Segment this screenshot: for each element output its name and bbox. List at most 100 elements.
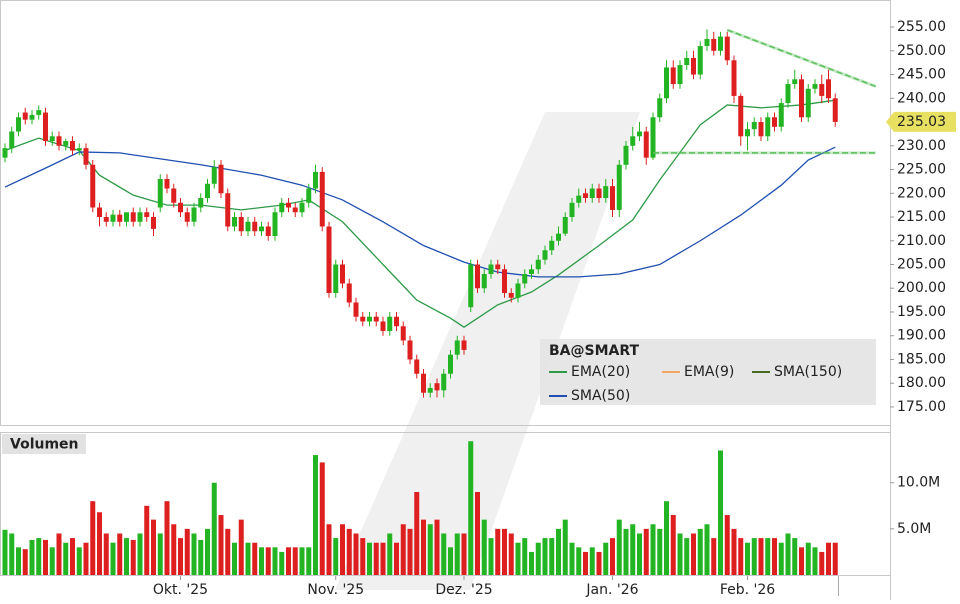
- candle-body: [697, 46, 703, 75]
- volume-bar: [515, 542, 521, 575]
- candle-body: [495, 264, 501, 270]
- candle-body: [596, 188, 602, 199]
- candle-body: [475, 264, 480, 289]
- y-tick-label: 185.00: [897, 351, 946, 367]
- candle-body: [252, 221, 258, 232]
- x-tick-label: Feb. '26: [720, 582, 775, 598]
- volume-bar: [164, 501, 170, 575]
- volume-bar: [373, 542, 379, 575]
- y-tick-label: 205.00: [897, 256, 946, 272]
- candle-body: [657, 98, 663, 118]
- x-tick-label: Okt. '25: [153, 582, 208, 598]
- volume-bar: [677, 533, 683, 575]
- candle-body: [63, 141, 69, 146]
- candle-body: [157, 179, 163, 208]
- volume-bar: [508, 533, 514, 575]
- candle-body: [56, 136, 62, 146]
- candle-body: [130, 212, 136, 222]
- candle-body: [360, 316, 366, 322]
- volume-bar: [481, 519, 487, 575]
- candle-body: [805, 88, 811, 118]
- volume-bar: [488, 538, 494, 575]
- volume-bar: [319, 462, 325, 575]
- volume-bar: [448, 547, 453, 575]
- candle-body: [684, 57, 690, 66]
- candle-body: [144, 212, 150, 218]
- last-price-label: 235.03: [897, 114, 946, 130]
- candle-body: [434, 383, 440, 391]
- legend-label: SMA(50): [571, 388, 630, 404]
- volume-bar: [225, 528, 231, 575]
- volume-bar: [670, 515, 676, 575]
- candle-body: [367, 316, 372, 322]
- volume-tick-label: 10.0M: [897, 475, 940, 491]
- y-tick-label: 255.00: [897, 19, 946, 35]
- y-tick-label: 245.00: [897, 67, 946, 83]
- volume-bar: [340, 524, 345, 575]
- candle-body: [232, 217, 237, 227]
- volume-bar: [724, 515, 730, 575]
- candle-body: [245, 221, 251, 232]
- volume-bar: [22, 549, 28, 575]
- candle-body: [29, 114, 35, 120]
- candle-body: [22, 112, 28, 120]
- volume-bar: [589, 547, 595, 575]
- x-tick-label: Dez. '25: [435, 582, 492, 598]
- volume-bar: [218, 515, 224, 575]
- candle-body: [191, 207, 197, 222]
- candle-body: [272, 212, 278, 237]
- candle-body: [535, 259, 541, 270]
- volume-bar: [596, 551, 602, 575]
- x-tick-label: Nov. '25: [307, 582, 364, 598]
- volume-bar: [245, 542, 251, 575]
- trendline-halo: [726, 28, 877, 88]
- candle-body: [164, 179, 170, 189]
- candle-body: [2, 148, 8, 158]
- volume-bar: [805, 542, 811, 575]
- volume-bar: [238, 519, 244, 575]
- candle-body: [704, 38, 710, 47]
- candle-body: [670, 67, 676, 85]
- volume-bar: [306, 547, 312, 575]
- candle-body: [299, 202, 305, 213]
- volume-bar: [718, 450, 723, 575]
- volume-bar: [427, 524, 433, 575]
- candle-body: [461, 340, 467, 350]
- y-tick-label: 215.00: [897, 209, 946, 225]
- volume-bar: [70, 538, 75, 575]
- volume-bar: [421, 519, 426, 575]
- volume-bar: [299, 547, 305, 575]
- volume-bar: [711, 538, 717, 575]
- candle-body: [542, 250, 548, 260]
- indicator-line: [4, 146, 836, 278]
- legend-label: EMA(20): [571, 364, 630, 380]
- volume-bar: [279, 551, 285, 575]
- volume-bar: [211, 482, 217, 575]
- candle-body: [650, 117, 656, 158]
- x-tick-label: Jan. '26: [585, 582, 638, 598]
- volume-bar: [616, 519, 622, 575]
- candle-body: [286, 202, 291, 208]
- candle-body: [292, 207, 298, 213]
- candle-body: [589, 188, 595, 199]
- volume-bar: [502, 528, 507, 575]
- candle-body: [225, 193, 231, 227]
- candle-body: [387, 316, 393, 331]
- candle-body: [643, 131, 649, 158]
- volume-bar: [16, 547, 21, 575]
- candle-body: [333, 264, 339, 293]
- candle-body: [306, 188, 312, 203]
- volume-bar: [576, 547, 582, 575]
- volume-bar: [367, 542, 372, 575]
- volume-bar: [549, 538, 555, 575]
- volume-bar: [265, 547, 271, 575]
- candle-body: [124, 212, 129, 222]
- candle-body: [421, 373, 426, 393]
- candle-body: [137, 212, 143, 222]
- candle-body: [576, 195, 582, 203]
- y-tick-label: 190.00: [897, 328, 946, 344]
- candle-body: [313, 171, 318, 189]
- volume-bar: [43, 539, 48, 575]
- volume-bar: [191, 533, 197, 575]
